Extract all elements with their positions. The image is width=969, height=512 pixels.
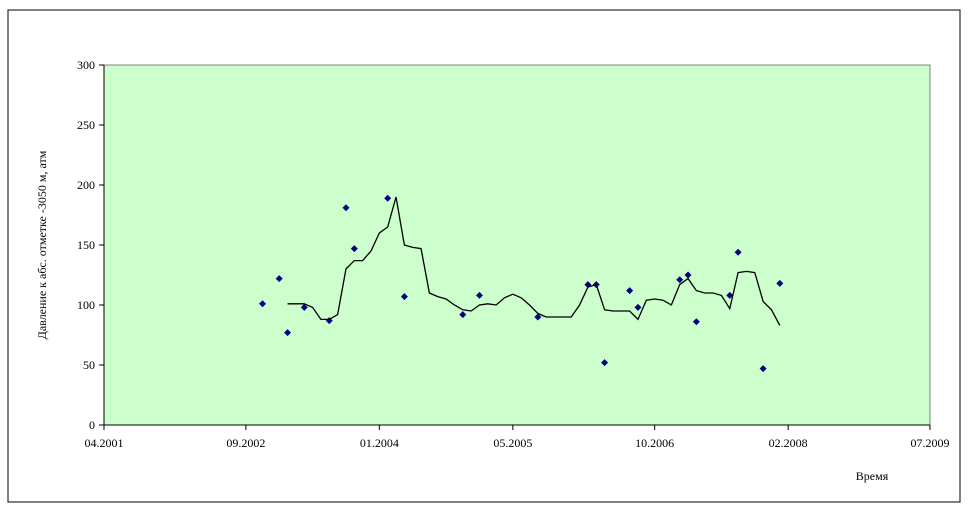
x-tick-label: 09.2002: [226, 436, 265, 450]
y-tick-label: 200: [77, 178, 95, 192]
data-point: [342, 204, 350, 212]
data-point: [601, 359, 609, 367]
data-point: [759, 365, 767, 373]
data-point: [275, 275, 283, 283]
data-point: [676, 276, 684, 284]
smoothed-line: [287, 196, 781, 326]
data-point: [734, 248, 742, 256]
data-point: [776, 279, 784, 287]
y-tick-label: 150: [77, 238, 95, 252]
y-tick-label: 50: [83, 358, 95, 372]
data-point: [692, 318, 700, 326]
y-axis-label: Давление к абс. отметке -3050 м, атм: [35, 150, 49, 339]
x-tick-label: 05.2005: [493, 436, 532, 450]
y-tick-label: 100: [77, 298, 95, 312]
data-point: [534, 313, 542, 321]
x-tick-label: 01.2004: [360, 436, 399, 450]
data-point: [626, 287, 634, 295]
y-tick-label: 300: [77, 58, 95, 72]
y-tick-label: 250: [77, 118, 95, 132]
data-point: [400, 293, 408, 301]
x-tick-label: 07.2009: [911, 436, 950, 450]
y-tick-label: 0: [89, 418, 95, 432]
data-point: [475, 291, 483, 299]
x-axis-label: Время: [856, 469, 889, 483]
data-point: [300, 303, 308, 311]
data-point: [726, 291, 734, 299]
plot-area: [103, 64, 931, 426]
data-point: [259, 300, 267, 308]
x-tick-label: 04.2001: [85, 436, 124, 450]
x-tick-label: 10.2006: [635, 436, 674, 450]
x-tick-label: 02.2008: [769, 436, 808, 450]
data-point: [684, 271, 692, 279]
data-point: [384, 194, 392, 202]
data-point: [284, 329, 292, 337]
data-point: [459, 311, 467, 319]
data-point: [634, 303, 642, 311]
data-point: [350, 245, 358, 253]
